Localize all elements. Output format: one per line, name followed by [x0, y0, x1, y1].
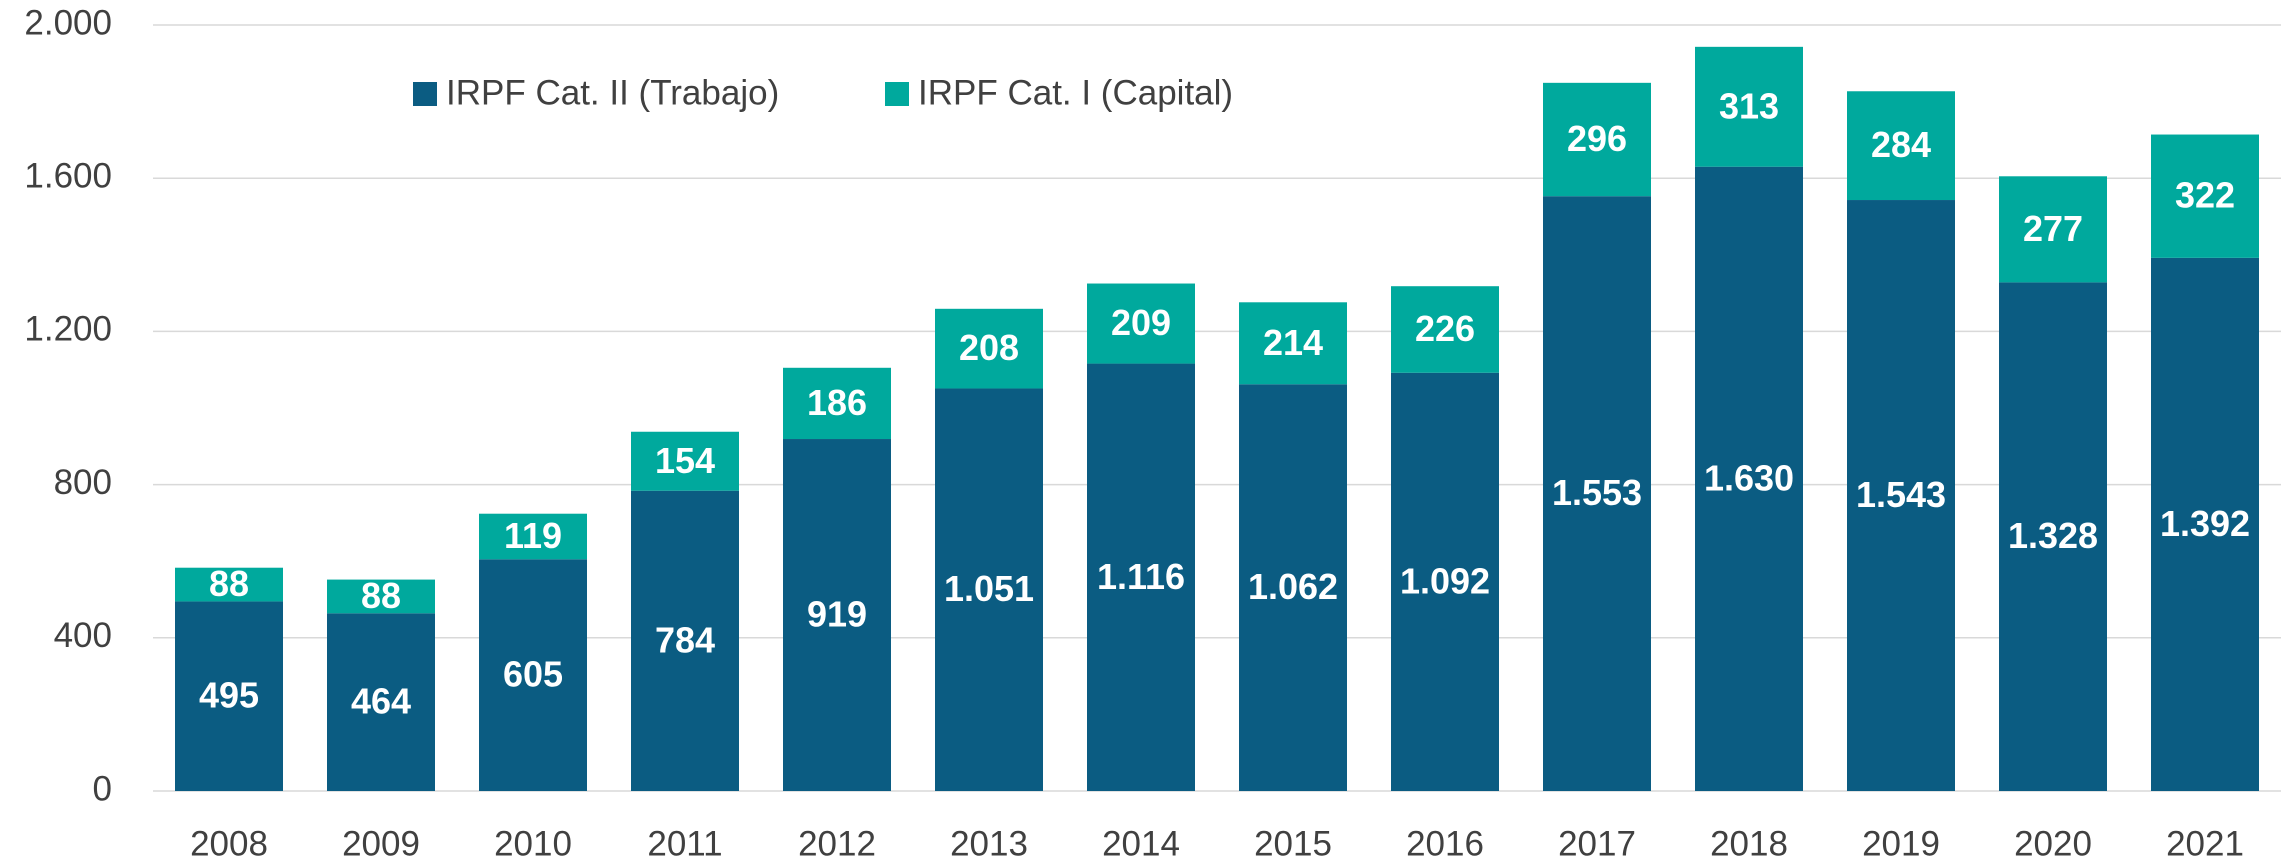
x-tick-label: 2018	[1710, 824, 1788, 863]
bar-segment	[1543, 196, 1651, 792]
bar-segment	[1999, 282, 2107, 791]
bar-segment	[1695, 46, 1803, 167]
bar-segment	[1239, 302, 1347, 385]
x-tick-label: 2020	[2014, 824, 2092, 863]
data-label: 1.062	[1248, 566, 1338, 607]
bar-segment	[631, 431, 739, 491]
bar-segment	[1695, 166, 1803, 791]
x-tick-label: 2012	[798, 824, 876, 863]
bar-segment	[1391, 286, 1499, 373]
y-tick-label: 1.600	[24, 156, 112, 195]
x-tick-label: 2021	[2166, 824, 2244, 863]
bar-segment	[935, 388, 1043, 791]
y-tick-label: 400	[54, 616, 112, 655]
bar-segment	[1391, 372, 1499, 791]
x-tick-label: 2019	[1862, 824, 1940, 863]
data-label: 154	[655, 440, 715, 481]
data-label: 1.543	[1856, 474, 1946, 515]
data-label: 313	[1719, 85, 1779, 126]
data-label: 209	[1111, 302, 1171, 343]
bar-segment	[327, 613, 435, 791]
bar-segment	[479, 559, 587, 791]
data-label: 1.630	[1704, 457, 1794, 498]
x-tick-label: 2010	[494, 824, 572, 863]
bar-segment	[1543, 82, 1651, 197]
data-label: 1.116	[1097, 556, 1185, 597]
x-tick-label: 2016	[1406, 824, 1484, 863]
data-label: 322	[2175, 175, 2235, 216]
bar-segment	[1847, 200, 1955, 791]
x-tick-label: 2011	[647, 824, 722, 863]
data-label: 88	[361, 575, 401, 616]
y-tick-label: 800	[54, 463, 112, 502]
bar-segment	[1087, 283, 1195, 364]
data-label: 1.092	[1400, 560, 1490, 601]
legend-swatch	[885, 82, 909, 106]
data-label: 495	[199, 675, 259, 716]
data-label: 464	[351, 681, 411, 722]
x-tick-label: 2014	[1102, 824, 1180, 863]
legend-label: IRPF Cat. II (Trabajo)	[446, 73, 779, 112]
bar-segment	[935, 308, 1043, 389]
data-label: 1.328	[2008, 515, 2098, 556]
bar-segment	[783, 439, 891, 791]
legend-label: IRPF Cat. I (Capital)	[918, 73, 1233, 112]
data-label: 919	[807, 594, 867, 635]
bar-segment	[1847, 91, 1955, 201]
x-tick-label: 2013	[950, 824, 1028, 863]
x-tick-label: 2017	[1558, 824, 1636, 863]
bar-segment	[1087, 363, 1195, 791]
legend-swatch	[413, 82, 437, 106]
data-label: 284	[1871, 124, 1931, 165]
data-label: 208	[959, 327, 1019, 368]
data-label: 119	[504, 515, 562, 556]
bar-segment	[327, 579, 435, 614]
bar-segment	[2151, 257, 2259, 791]
bar-segment	[479, 513, 587, 560]
x-tick-label: 2008	[190, 824, 268, 863]
y-tick-label: 1.200	[24, 310, 112, 349]
data-label: 1.392	[2160, 503, 2250, 544]
bar-segment	[631, 490, 739, 791]
x-tick-label: 2009	[342, 824, 420, 863]
y-tick-label: 2.000	[24, 3, 112, 42]
bar-segment	[175, 601, 283, 791]
data-label: 784	[655, 619, 715, 660]
data-label: 88	[209, 563, 249, 604]
data-label: 226	[1415, 308, 1475, 349]
y-tick-label: 0	[93, 769, 112, 808]
data-label: 605	[503, 654, 563, 695]
data-label: 296	[1567, 118, 1627, 159]
bar-segment	[1999, 176, 2107, 283]
data-label: 277	[2023, 208, 2083, 249]
data-label: 214	[1263, 322, 1323, 363]
data-label: 186	[807, 382, 867, 423]
data-label: 1.553	[1552, 472, 1642, 513]
data-label: 1.051	[944, 568, 1034, 609]
bar-segment	[2151, 134, 2259, 258]
bar-segment	[1239, 384, 1347, 791]
bar-segment	[783, 367, 891, 440]
bar-segment	[175, 567, 283, 602]
x-tick-label: 2015	[1254, 824, 1332, 863]
